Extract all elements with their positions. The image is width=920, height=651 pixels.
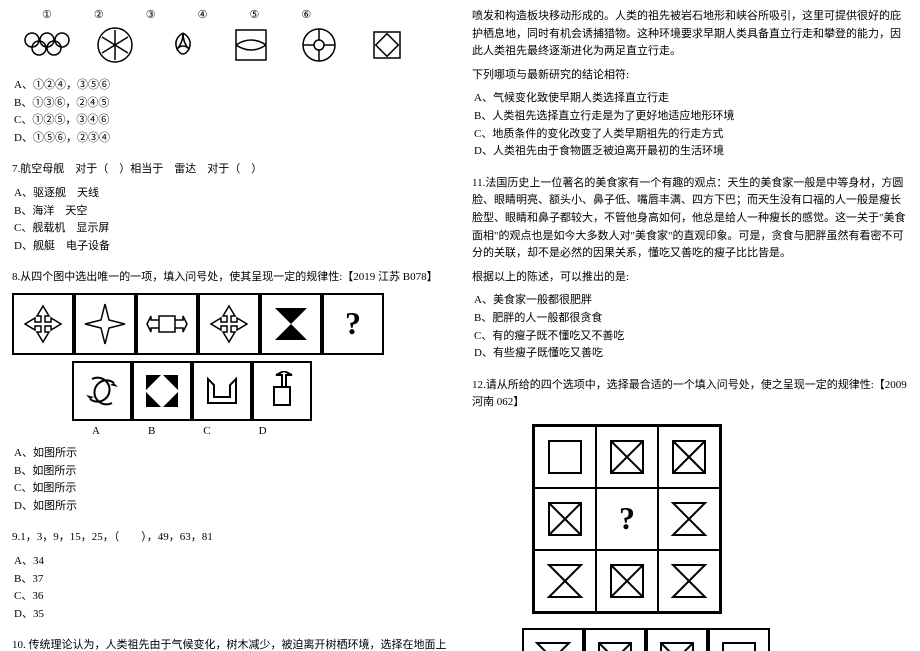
q8-ans-c — [192, 361, 252, 421]
q8-label-c: C — [203, 425, 210, 437]
q7-a: A、驱逐舰 天线 — [14, 185, 448, 203]
q8-label-a: A — [92, 425, 100, 437]
q8-labels: A B C D — [92, 425, 448, 437]
q12-ans-c — [646, 628, 708, 651]
q8-c: C、如图所示 — [14, 480, 448, 498]
q12-answer-row — [522, 628, 908, 651]
q12-cell-9 — [658, 550, 720, 612]
q8-cell-2 — [74, 293, 136, 355]
q8-cell-1 — [12, 293, 74, 355]
q8-cell-qmark: ? — [322, 293, 384, 355]
num-4: ④ — [198, 8, 208, 21]
shape-trefoil — [158, 25, 208, 65]
q8-cell-5 — [260, 293, 322, 355]
q12-cell-8 — [596, 550, 658, 612]
q12-cell-7 — [534, 550, 596, 612]
q9-b: B、37 — [14, 571, 448, 589]
q9-a: A、34 — [14, 553, 448, 571]
q12-cell-1 — [534, 426, 596, 488]
shape-square-lines — [226, 25, 276, 65]
q11-c: C、有的瘦子既不懂吃又不善吃 — [474, 328, 908, 346]
shapes-row — [22, 25, 448, 65]
q7-c: C、舰载机 显示屏 — [14, 220, 448, 238]
q9-options: A、34 B、37 C、36 D、35 — [12, 553, 448, 623]
q8-label-b: B — [148, 425, 155, 437]
q6-b: B、①③⑥，②④⑤ — [14, 95, 448, 113]
q12-cell-3 — [658, 426, 720, 488]
q10-d: D、人类祖先由于食物匮乏被迫离开最初的生活环境 — [474, 143, 908, 161]
q11-b: B、肥胖的人一般都很贪食 — [474, 310, 908, 328]
q12-grid: ? — [532, 424, 722, 614]
q8-answer-row — [72, 361, 448, 421]
num-5: ⑤ — [250, 8, 260, 21]
q6-d: D、①⑤⑥，②③④ — [14, 130, 448, 148]
shape-numbers: ① ② ③ ④ ⑤ ⑥ — [42, 8, 448, 21]
left-column: ① ② ③ ④ ⑤ ⑥ A、①②④，③⑤⑥ B、①③⑥，②④⑤ C、①②⑤，③④… — [0, 0, 460, 651]
q10-c: C、地质条件的变化改变了人类早期祖先的行走方式 — [474, 126, 908, 144]
q6-a: A、①②④，③⑤⑥ — [14, 77, 448, 95]
q10-b: B、人类祖先选择直立行走是为了更好地适应地形环境 — [474, 108, 908, 126]
q11-a: A、美食家一般都很肥胖 — [474, 292, 908, 310]
q8-puzzle-row: ? — [12, 293, 448, 355]
q10-stem: 下列哪项与最新研究的结论相符: — [472, 67, 908, 85]
shape-circle-cross — [294, 25, 344, 65]
num-1: ① — [42, 8, 52, 21]
q10-text: 10. 传统理论认为，人类祖先由于气候变化，树木减少，被迫离开树栖环境，选择在地… — [12, 637, 448, 651]
q8-d: D、如图所示 — [14, 498, 448, 516]
q8-options: A、如图所示 B、如图所示 C、如图所示 D、如图所示 — [12, 445, 448, 515]
q8-ans-d — [252, 361, 312, 421]
q8-ans-b — [132, 361, 192, 421]
q12-cell-qmark: ? — [596, 488, 658, 550]
q8-text: 8.从四个图中选出唯一的一项，填入问号处，使其呈现一定的规律性:【2019 江苏… — [12, 269, 448, 287]
q8-label-d: D — [259, 425, 267, 437]
q12-ans-d — [708, 628, 770, 651]
q8-b: B、如图所示 — [14, 463, 448, 481]
q6-options: A、①②④，③⑤⑥ B、①③⑥，②④⑤ C、①②⑤，③④⑥ D、①⑤⑥，②③④ — [12, 77, 448, 147]
shape-olympic-rings — [22, 25, 72, 65]
q8-cell-4 — [198, 293, 260, 355]
q10-cont: 喷发和构造板块移动形成的。人类的祖先被岩石地形和峡谷所吸引，这里可提供很好的庇护… — [472, 8, 908, 61]
num-3: ③ — [146, 8, 156, 21]
q8-cell-3 — [136, 293, 198, 355]
q12-cell-2 — [596, 426, 658, 488]
q7-d: D、舰艇 电子设备 — [14, 238, 448, 256]
q12-cell-6 — [658, 488, 720, 550]
q11-stem: 根据以上的陈述，可以推出的是: — [472, 269, 908, 287]
shape-circle-star — [90, 25, 140, 65]
q8-ans-a — [72, 361, 132, 421]
q8-a: A、如图所示 — [14, 445, 448, 463]
q11-options: A、美食家一般都很肥胖 B、肥胖的人一般都很贪食 C、有的瘦子既不懂吃又不善吃 … — [472, 292, 908, 362]
q7-options: A、驱逐舰 天线 B、海洋 天空 C、舰载机 显示屏 D、舰艇 电子设备 — [12, 185, 448, 255]
q9-text: 9.1，3，9，15，25，（ ），49，63，81 — [12, 529, 448, 547]
q6-c: C、①②⑤，③④⑥ — [14, 112, 448, 130]
num-6: ⑥ — [301, 8, 311, 21]
right-column: 喷发和构造板块移动形成的。人类的祖先被岩石地形和峡谷所吸引，这里可提供很好的庇护… — [460, 0, 920, 651]
q12-ans-a — [522, 628, 584, 651]
q11-text: 11.法国历史上一位著名的美食家有一个有趣的观点：天生的美食家一般是中等身材，方… — [472, 175, 908, 263]
q12-text: 12.请从所给的四个选项中，选择最合适的一个填入问号处，使之呈现一定的规律性:【… — [472, 377, 908, 412]
q7-text: 7.航空母舰 对于（ ）相当于 雷达 对于（ ） — [12, 161, 448, 179]
q7-b: B、海洋 天空 — [14, 203, 448, 221]
q9-d: D、35 — [14, 606, 448, 624]
q12-ans-b — [584, 628, 646, 651]
q12-cell-4 — [534, 488, 596, 550]
q11-d: D、有些瘦子既懂吃又善吃 — [474, 345, 908, 363]
q9-c: C、36 — [14, 588, 448, 606]
q10-options: A、气候变化致使早期人类选择直立行走 B、人类祖先选择直立行走是为了更好地适应地… — [472, 90, 908, 160]
q10-a: A、气候变化致使早期人类选择直立行走 — [474, 90, 908, 108]
shape-diamond-square — [362, 25, 412, 65]
num-2: ② — [94, 8, 104, 21]
